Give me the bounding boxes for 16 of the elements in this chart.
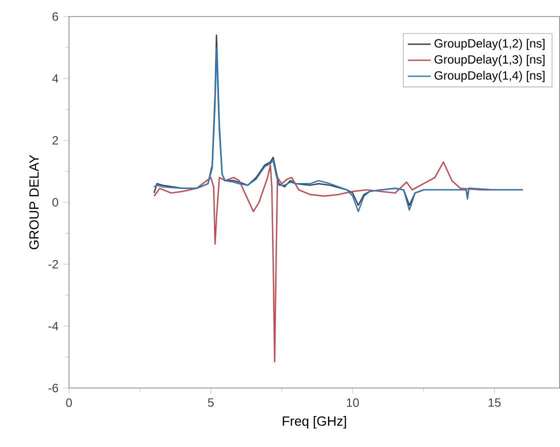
y-axis-title: GROUP DELAY (29, 154, 39, 250)
x-tick-label: 10 (346, 398, 359, 407)
x-tick-label: 0 (66, 398, 72, 407)
y-tick-label: 0 (52, 198, 58, 207)
legend-label: GroupDelay(1,3) [ns] (434, 54, 545, 66)
x-tick-label: 5 (208, 398, 214, 407)
y-tick-label: 2 (52, 136, 58, 145)
legend-label: GroupDelay(1,2) [ns] (434, 38, 545, 50)
y-tick-label: 4 (52, 74, 58, 83)
y-tick-label: -6 (48, 384, 58, 392)
y-tick-label: -2 (48, 260, 58, 268)
x-axis-title: Freq [GHz] (282, 416, 346, 428)
x-tick-label: 15 (488, 398, 501, 407)
y-tick-label: -4 (48, 322, 58, 330)
legend-label: GroupDelay(1,4) [ns] (434, 70, 545, 82)
y-tick-label: 6 (52, 12, 58, 21)
